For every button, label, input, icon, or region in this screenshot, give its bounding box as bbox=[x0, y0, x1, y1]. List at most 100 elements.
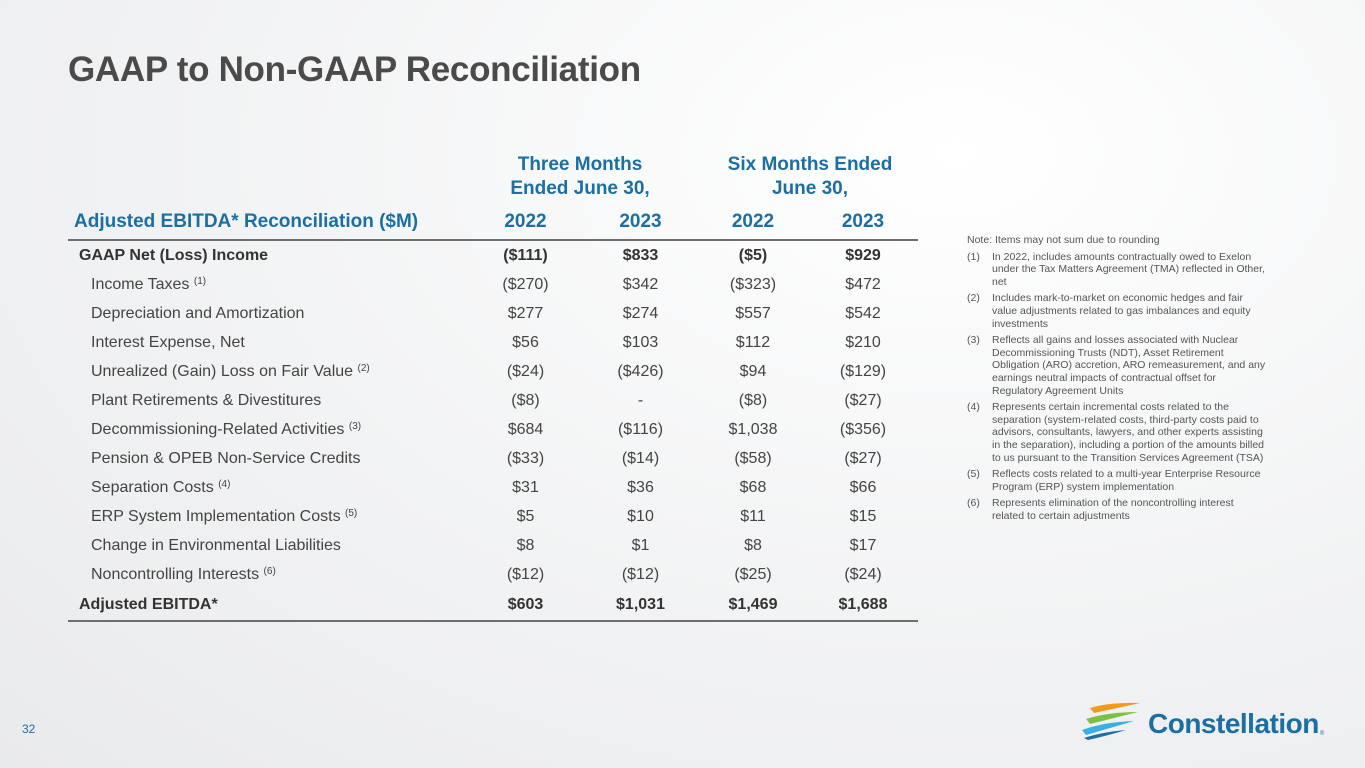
value-cell: $56 bbox=[512, 333, 539, 351]
value-cell: $274 bbox=[622, 304, 659, 322]
value-cell: $36 bbox=[627, 478, 654, 496]
value-cell: $1,688 bbox=[808, 589, 918, 622]
row-label: Interest Expense, Net bbox=[68, 328, 468, 357]
value-cell: ($58) bbox=[734, 449, 772, 467]
value-cell: $66 bbox=[849, 478, 877, 496]
column-header-label: Adjusted EBITDA* Reconciliation ($M) bbox=[68, 205, 468, 241]
footnote-number: (3) bbox=[967, 334, 980, 347]
value-cell: $277 bbox=[507, 304, 544, 322]
value-cell: $68 bbox=[739, 478, 767, 496]
footnote-ref: (3) bbox=[348, 420, 362, 432]
period-header-line: June 30, bbox=[771, 178, 849, 199]
row-label: Depreciation and Amortization bbox=[68, 299, 468, 328]
row-label-text: Plant Retirements & Divestitures bbox=[91, 391, 322, 409]
footnote-item: (1) In 2022, includes amounts contractual… bbox=[967, 251, 1267, 289]
value-cell: ($27) bbox=[844, 449, 882, 467]
footnote-number: (2) bbox=[967, 292, 980, 305]
row-label: Income Taxes (1) bbox=[68, 270, 468, 299]
row-label-text: Separation Costs bbox=[91, 478, 214, 496]
row-label: Decommissioning-Related Activities (3) bbox=[68, 415, 468, 444]
table-row: Pension & OPEB Non-Service Credits ($33) (… bbox=[68, 444, 918, 473]
row-label-text: Noncontrolling Interests bbox=[91, 565, 260, 583]
footnotes-panel: Note: Items may not sum due to rounding … bbox=[967, 234, 1267, 526]
value-cell: ($323) bbox=[729, 275, 777, 293]
value-cell: $210 bbox=[845, 333, 881, 351]
footnote-ref: (4) bbox=[218, 478, 231, 490]
value-cell: $15 bbox=[849, 507, 877, 525]
value-cell: ($12) bbox=[621, 565, 660, 583]
footnote-text: Represents certain incremental costs rel… bbox=[992, 401, 1265, 464]
footnote-ref: (1) bbox=[193, 275, 207, 287]
row-label-text: GAAP Net (Loss) Income bbox=[79, 246, 269, 264]
table-row: Unrealized (Gain) Loss on Fair Value (2)… bbox=[68, 357, 918, 386]
table-row: Decommissioning-Related Activities (3) $6… bbox=[68, 415, 918, 444]
value-cell: $833 bbox=[622, 246, 659, 264]
value-cell: $5 bbox=[516, 507, 535, 525]
value-cell: ($426) bbox=[617, 362, 664, 380]
value-cell: ($129) bbox=[839, 362, 887, 380]
value-cell: ($25) bbox=[734, 565, 772, 583]
value-cell: ($24) bbox=[506, 362, 545, 380]
period-header-three-months: Three Months Ended June 30, bbox=[490, 153, 670, 201]
value-cell: $542 bbox=[845, 304, 881, 322]
value-cell: $1,469 bbox=[698, 589, 808, 622]
table-header-row: Adjusted EBITDA* Reconciliation ($M) 202… bbox=[68, 205, 918, 241]
value-cell: $929 bbox=[845, 246, 881, 264]
value-cell: ($27) bbox=[844, 391, 882, 409]
page-number: 32 bbox=[22, 722, 36, 736]
footnote-text: In 2022, includes amounts contractually … bbox=[992, 250, 1265, 288]
value-cell: $10 bbox=[627, 507, 654, 525]
table-row: Depreciation and Amortization $277 $274 $55… bbox=[68, 299, 918, 328]
value-cell: $472 bbox=[845, 275, 881, 293]
row-label: Unrealized (Gain) Loss on Fair Value (2) bbox=[68, 357, 468, 386]
footnote-item: (6) Represents elimination of the noncont… bbox=[967, 497, 1267, 522]
value-cell: $103 bbox=[622, 333, 659, 351]
value-cell: ($8) bbox=[511, 391, 540, 409]
row-label: Adjusted EBITDA* bbox=[68, 589, 468, 622]
value-cell: ($14) bbox=[621, 449, 660, 467]
value-cell: $112 bbox=[735, 333, 771, 351]
footnote-number: (1) bbox=[967, 250, 980, 263]
row-label-text: Decommissioning-Related Activities bbox=[91, 420, 345, 438]
footnote-text: Reflects all gains and losses associated… bbox=[992, 334, 1266, 397]
period-header-line: Ended June 30, bbox=[510, 178, 650, 199]
constellation-swoosh-icon bbox=[1082, 702, 1140, 740]
value-cell: $684 bbox=[507, 420, 544, 438]
row-label-text: Unrealized (Gain) Loss on Fair Value bbox=[91, 362, 354, 380]
table-row: GAAP Net (Loss) Income ($111) $833 ($5) $929 bbox=[68, 240, 918, 270]
column-header-year: 2022 bbox=[698, 205, 808, 241]
table-row: Separation Costs (4) $31 $36 $68 $66 bbox=[68, 473, 918, 502]
row-label-text: Interest Expense, Net bbox=[91, 333, 245, 351]
row-label: Separation Costs (4) bbox=[68, 473, 468, 502]
value-cell: ($5) bbox=[738, 246, 768, 264]
value-cell: $31 bbox=[512, 478, 539, 496]
row-label-text: Change in Environmental Liabilities bbox=[91, 536, 341, 554]
value-cell: ($116) bbox=[617, 420, 664, 438]
rounding-note: Note: Items may not sum due to rounding bbox=[967, 234, 1160, 246]
period-header-six-months: Six Months Ended June 30, bbox=[705, 153, 915, 201]
row-label: Plant Retirements & Divestitures bbox=[68, 386, 468, 415]
column-header-year: 2023 bbox=[808, 205, 918, 241]
constellation-logo: Constellation ® bbox=[1080, 700, 1324, 740]
row-label-text: ERP System Implementation Costs bbox=[91, 507, 341, 525]
value-cell: $1 bbox=[631, 536, 650, 554]
row-label: Pension & OPEB Non-Service Credits bbox=[68, 444, 468, 473]
footnote-number: (6) bbox=[967, 497, 980, 510]
value-cell: ($33) bbox=[506, 449, 545, 467]
table-row: ERP System Implementation Costs (5) $5 $10… bbox=[68, 502, 918, 531]
row-label-text: Adjusted EBITDA* bbox=[79, 595, 218, 613]
footnote-text: Includes mark-to-market on economic hedg… bbox=[992, 292, 1251, 330]
table-row: Noncontrolling Interests (6) ($12) ($12) ($… bbox=[68, 560, 918, 589]
value-cell: ($356) bbox=[839, 420, 887, 438]
column-header-year: 2023 bbox=[583, 205, 698, 241]
row-label: Noncontrolling Interests (6) bbox=[68, 560, 468, 589]
footnote-item: (4) Represents certain incremental costs … bbox=[967, 401, 1267, 464]
footnote-item: (2) Includes mark-to-market on economic h… bbox=[967, 292, 1267, 330]
footnote-text: Reflects costs related to a multi-year E… bbox=[992, 468, 1261, 493]
value-cell: $557 bbox=[735, 304, 771, 322]
footnote-list: (1) In 2022, includes amounts contractual… bbox=[967, 251, 1267, 523]
value-cell: $17 bbox=[849, 536, 877, 554]
footnote-item: (5) Reflects costs related to a multi-yea… bbox=[967, 468, 1267, 493]
registered-mark: ® bbox=[1319, 731, 1325, 737]
value-cell: ($12) bbox=[506, 565, 545, 583]
